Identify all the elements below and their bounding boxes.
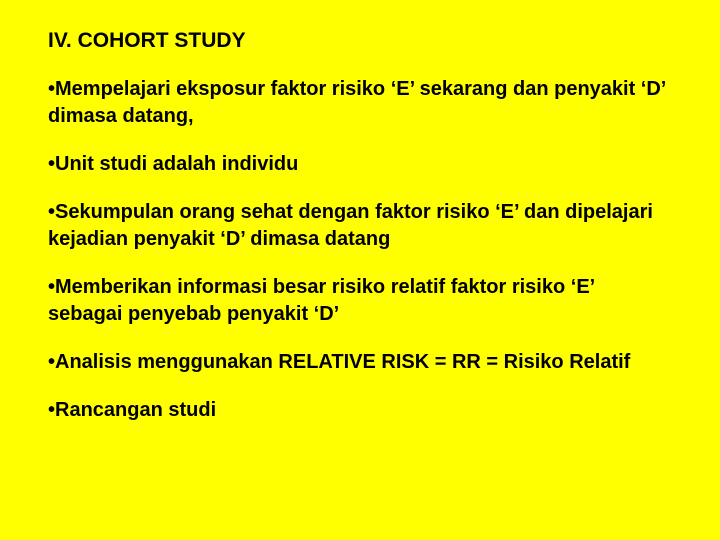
bullet-text: Sekumpulan orang sehat dengan faktor ris… xyxy=(48,201,653,249)
bullet-item: •Analisis menggunakan RELATIVE RISK = RR… xyxy=(48,349,672,375)
bullet-icon: • xyxy=(48,201,55,223)
bullet-icon: • xyxy=(48,276,55,298)
bullet-item: •Sekumpulan orang sehat dengan faktor ri… xyxy=(48,199,672,252)
bullet-icon: • xyxy=(48,399,55,421)
bullet-text: Memberikan informasi besar risiko relati… xyxy=(48,276,594,324)
bullet-icon: • xyxy=(48,78,55,100)
slide: IV. COHORT STUDY •Mempelajari eksposur f… xyxy=(0,0,720,540)
bullet-text: Unit studi adalah individu xyxy=(55,153,298,175)
bullet-text: Analisis menggunakan RELATIVE RISK = RR … xyxy=(55,351,630,373)
slide-title: IV. COHORT STUDY xyxy=(48,28,672,54)
bullet-item: •Memberikan informasi besar risiko relat… xyxy=(48,274,672,327)
bullet-item: •Unit studi adalah individu xyxy=(48,151,672,177)
bullet-text: Mempelajari eksposur faktor risiko ‘E’ s… xyxy=(48,78,665,126)
bullet-icon: • xyxy=(48,153,55,175)
bullet-item: •Mempelajari eksposur faktor risiko ‘E’ … xyxy=(48,76,672,129)
bullet-icon: • xyxy=(48,351,55,373)
bullet-item: •Rancangan studi xyxy=(48,397,672,423)
bullet-text: Rancangan studi xyxy=(55,399,216,421)
